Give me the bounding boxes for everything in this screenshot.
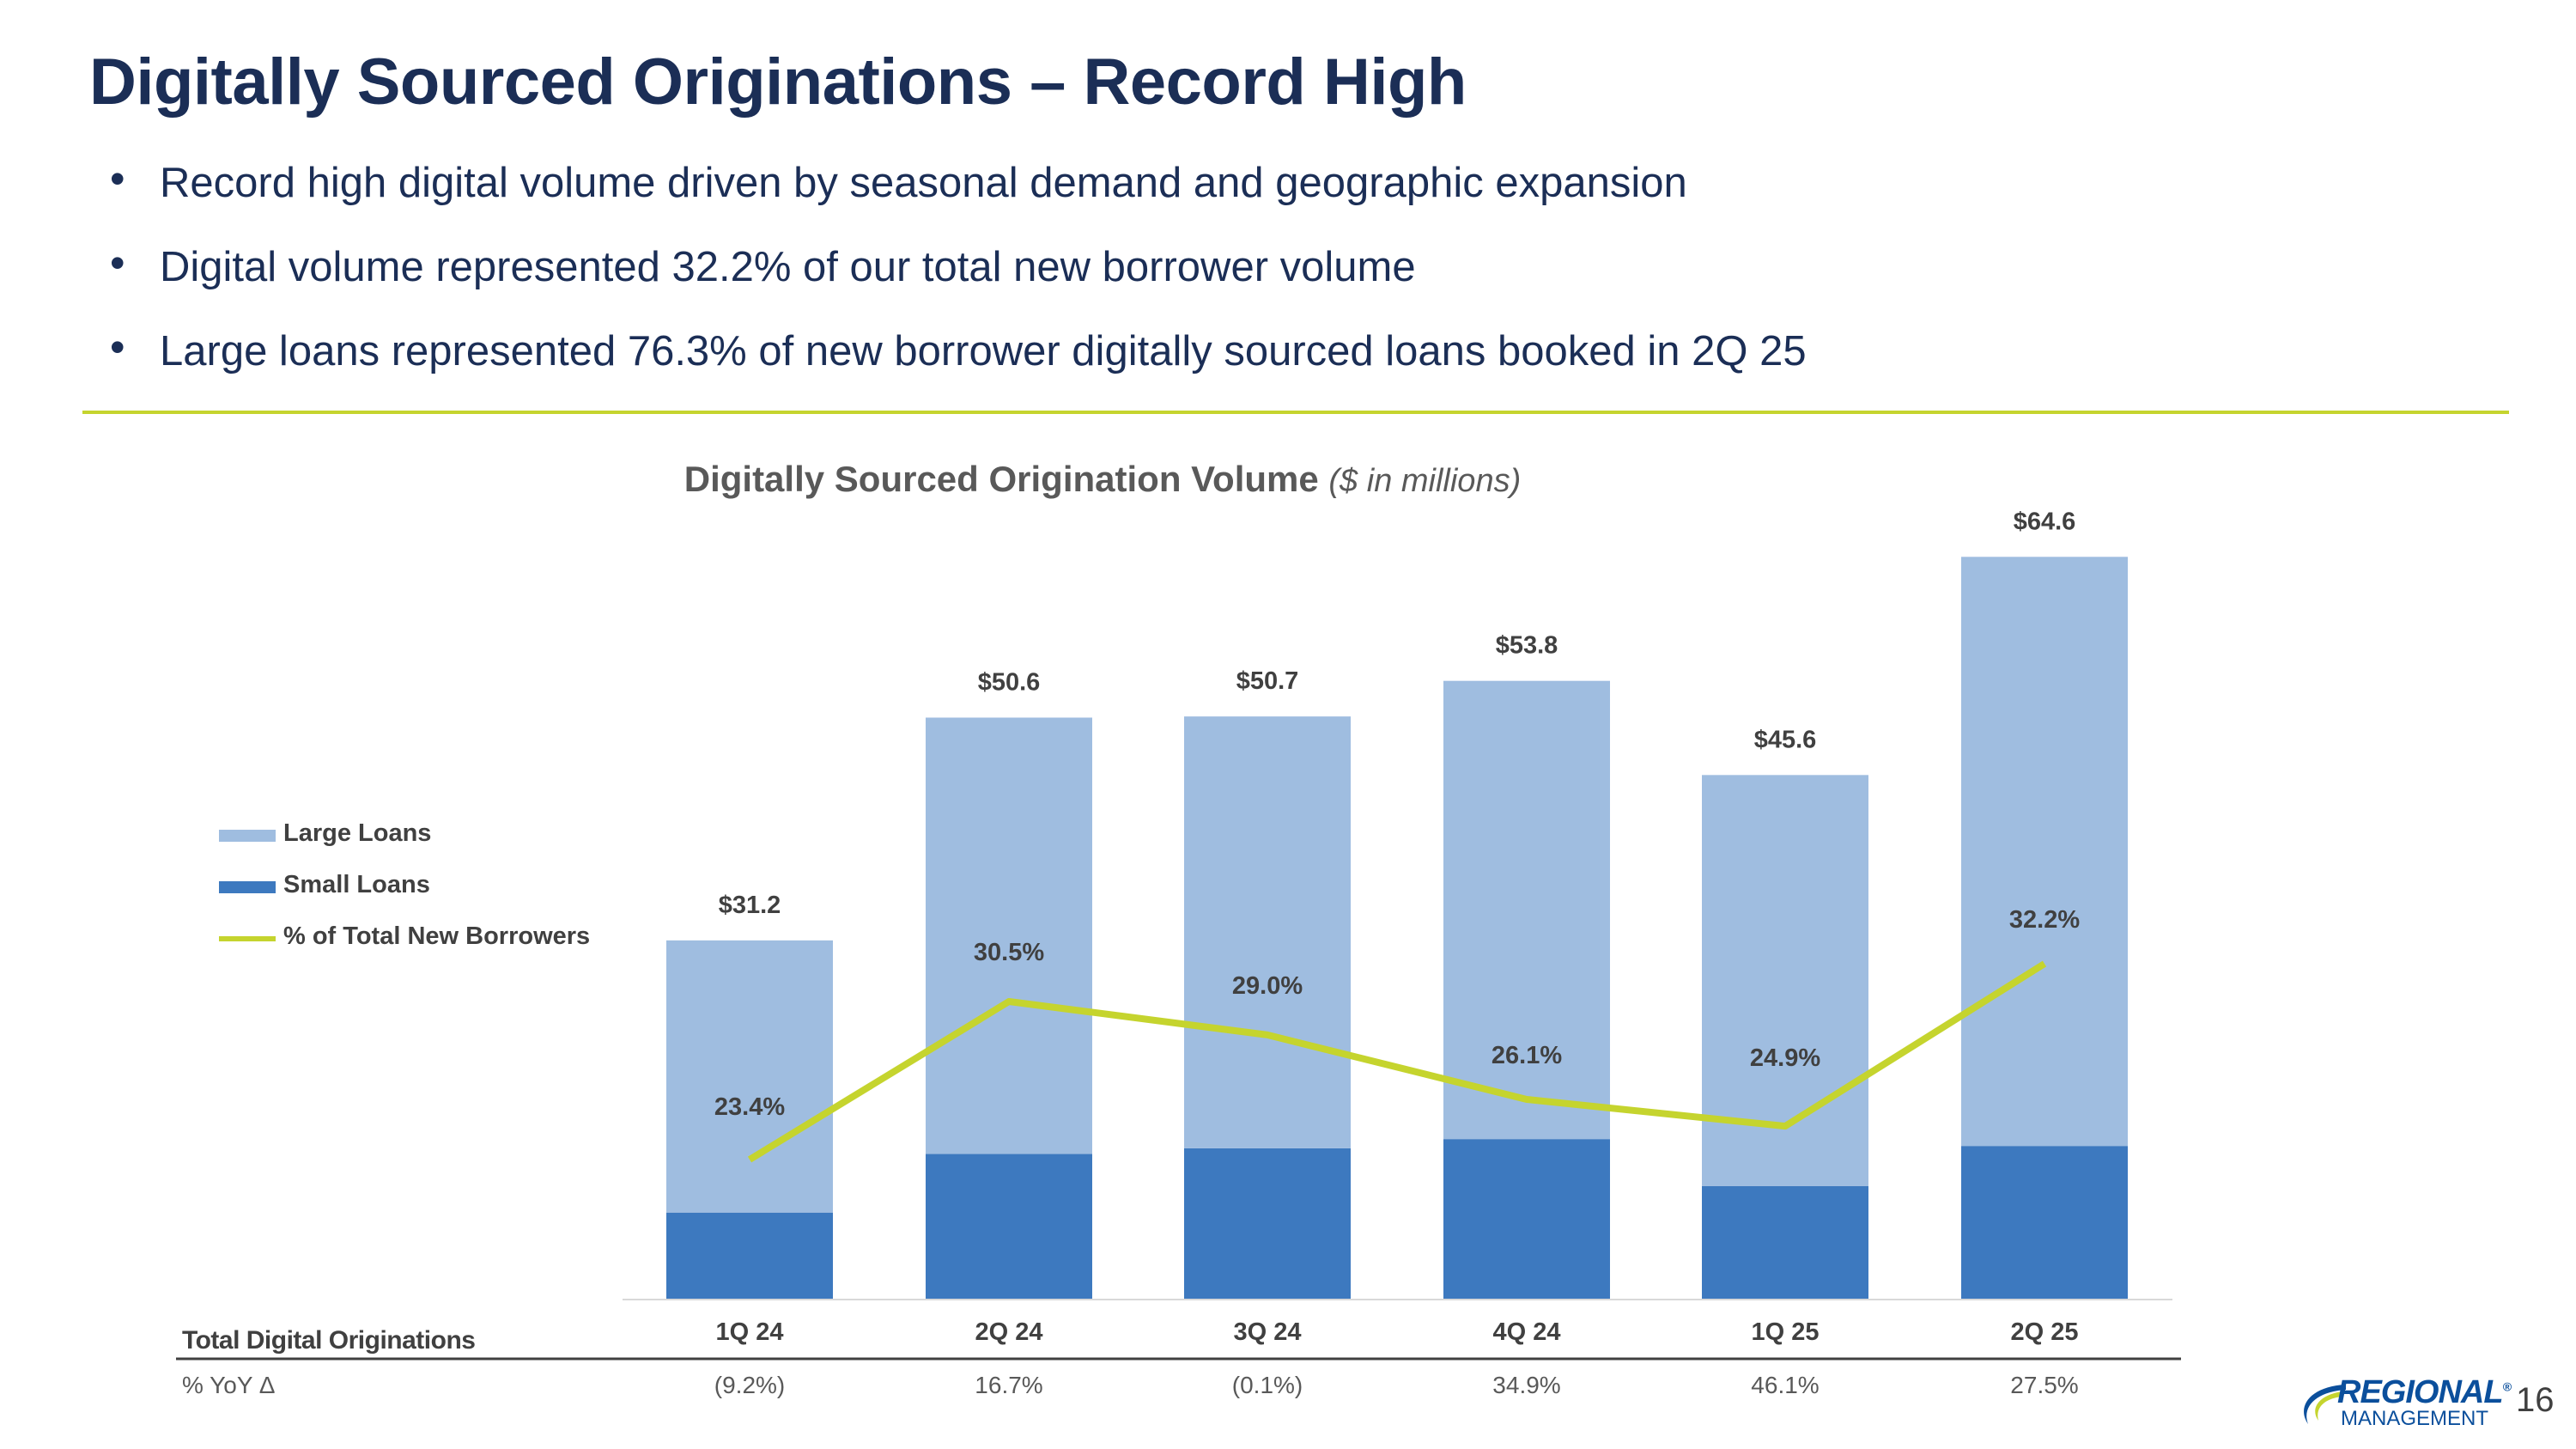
logo-swoosh-icon — [2304, 1385, 2346, 1424]
total-data-label: $45.6 — [1754, 726, 1817, 753]
table-row-label-yoy: % YoY Δ — [182, 1372, 276, 1398]
legend-item-large-loans: Large Loans — [219, 816, 590, 868]
line-data-label: 26.1% — [1492, 1042, 1562, 1069]
bullet-dot-icon: • — [110, 155, 125, 203]
bar-large-loans — [1961, 557, 2128, 1147]
bar-large-loans — [926, 717, 1092, 1154]
logo-registered-mark: ® — [2502, 1379, 2512, 1394]
bar-large-loans — [666, 940, 833, 1213]
legend-label: Large Loans — [283, 819, 432, 847]
total-data-label: $31.2 — [719, 892, 781, 919]
yoy-change-value: 46.1% — [1751, 1372, 1819, 1398]
x-tick-label: 1Q 24 — [716, 1318, 784, 1346]
section-divider — [82, 411, 2509, 414]
bullet-text: Digital volume represented 32.2% of our … — [160, 244, 1416, 290]
total-data-label: $53.8 — [1496, 632, 1558, 660]
legend-swatch-small-loans — [219, 881, 276, 893]
bar-small-loans — [1702, 1185, 1868, 1299]
legend-label: % of Total New Borrowers — [283, 922, 591, 950]
yoy-change-value: (9.2%) — [714, 1372, 785, 1398]
line-data-label: 30.5% — [974, 939, 1044, 966]
bar-small-loans — [1443, 1139, 1610, 1299]
bar-large-loans — [1443, 680, 1610, 1140]
chart-title: Digitally Sourced Origination Volume ($ … — [0, 459, 2205, 500]
x-tick-label: 1Q 25 — [1752, 1318, 1820, 1346]
total-data-label: $64.6 — [2014, 508, 2076, 535]
bar-small-loans — [666, 1212, 833, 1299]
chart-title-units: ($ in millions) — [1328, 463, 1522, 499]
bar-large-loans — [1184, 716, 1351, 1148]
legend-item-small-loans: Small Loans — [219, 868, 590, 919]
bullet-dot-icon: • — [110, 239, 125, 287]
logo-line1: REGIONAL® — [2337, 1374, 2512, 1410]
bullet-list: • Record high digital volume driven by se… — [103, 153, 1807, 405]
logo-line2: MANAGEMENT — [2341, 1407, 2489, 1430]
line-pct-new-borrowers — [747, 960, 2047, 1163]
bullet-item: • Digital volume represented 32.2% of our… — [103, 237, 1807, 321]
total-data-label: $50.6 — [978, 668, 1041, 696]
slide-title: Digitally Sourced Originations – Record … — [89, 46, 1467, 119]
total-data-label: $50.7 — [1236, 667, 1299, 695]
chart-title-main: Digitally Sourced Origination Volume — [683, 459, 1319, 499]
x-tick-label: 3Q 24 — [1234, 1318, 1302, 1346]
legend-swatch-large-loans — [219, 830, 276, 842]
bullet-item: • Record high digital volume driven by se… — [103, 153, 1807, 237]
line-data-label: 32.2% — [2009, 906, 2080, 934]
chart-legend: Large Loans Small Loans % of Total New B… — [219, 816, 590, 971]
line-data-label: 23.4% — [714, 1093, 785, 1121]
bar-small-loans — [1961, 1146, 2128, 1299]
x-tick-label: 2Q 24 — [975, 1318, 1043, 1346]
page-number: 16 — [2516, 1381, 2555, 1419]
bullet-dot-icon: • — [110, 323, 125, 371]
yoy-change-value: 34.9% — [1492, 1372, 1560, 1398]
bar-small-loans — [926, 1154, 1092, 1299]
yoy-change-value: 27.5% — [2010, 1372, 2078, 1398]
line-data-label: 24.9% — [1750, 1044, 1820, 1072]
yoy-change-value: 16.7% — [975, 1372, 1042, 1398]
bullet-item: • Large loans represented 76.3% of new bo… — [103, 321, 1807, 405]
line-data-label: 29.0% — [1232, 972, 1303, 1000]
bullet-text: Record high digital volume driven by sea… — [160, 160, 1687, 206]
legend-item-pct-new-borrowers: % of Total New Borrowers — [219, 919, 590, 971]
bullet-text: Large loans represented 76.3% of new bor… — [160, 328, 1807, 374]
x-tick-label: 4Q 24 — [1493, 1318, 1561, 1346]
table-row-label-total: Total Digital Originations — [182, 1326, 475, 1355]
company-logo: REGIONAL® MANAGEMENT — [2293, 1373, 2512, 1433]
x-tick-label: 2Q 25 — [2011, 1318, 2079, 1346]
yoy-change-value: (0.1%) — [1232, 1372, 1303, 1398]
legend-label: Small Loans — [283, 871, 430, 898]
bar-small-loans — [1184, 1148, 1351, 1299]
legend-swatch-line — [219, 936, 276, 941]
